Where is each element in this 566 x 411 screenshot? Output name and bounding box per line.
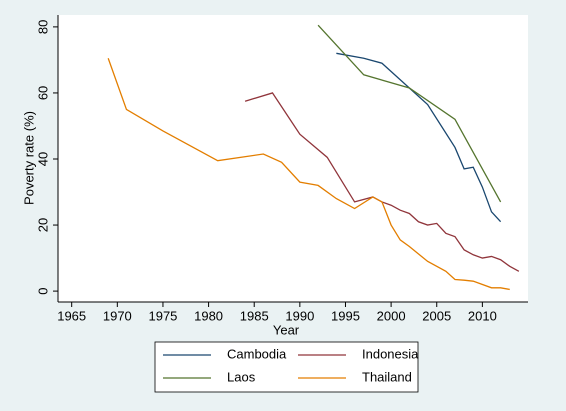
x-tick-label: 2005 [422,308,451,323]
legend-label: Indonesia [362,346,419,361]
x-tick-label: 1975 [148,308,177,323]
x-tick-label: 2000 [377,308,406,323]
x-tick-label: 1990 [285,308,314,323]
y-tick-label: 20 [35,218,50,232]
y-tick-label: 80 [35,20,50,34]
x-tick-label: 1980 [194,308,223,323]
y-tick-label: 0 [35,287,50,294]
x-tick-label: 2010 [468,308,497,323]
legend [154,341,419,393]
line [107,58,510,291]
y-tick-label: 60 [35,86,50,100]
x-tick-label: 1965 [57,308,86,323]
line [317,24,502,203]
legend-label: Thailand [362,369,412,384]
x-axis-label: Year [273,322,300,337]
line [336,52,502,223]
y-tick-label: 40 [35,152,50,166]
legend-label: Cambodia [227,346,287,361]
y-axis-label: Poverty rate (%) [21,111,36,205]
plot-area [58,15,528,302]
x-tick-label: 1985 [240,308,269,323]
line [244,92,520,272]
x-tick-label: 1995 [331,308,360,323]
x-tick-label: 1970 [103,308,132,323]
legend-label: Laos [227,369,256,384]
